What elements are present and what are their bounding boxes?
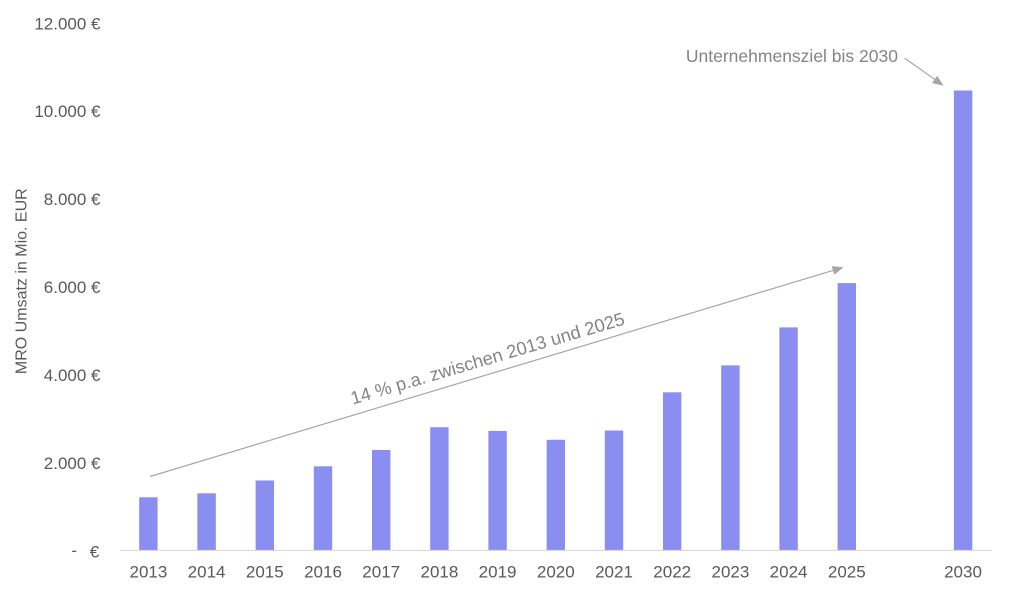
svg-text:2021: 2021 [595, 562, 633, 581]
svg-text:4.000 €: 4.000 € [44, 366, 101, 385]
svg-text:Unternehmensziel bis 2030: Unternehmensziel bis 2030 [686, 46, 898, 66]
svg-text:2018: 2018 [420, 562, 458, 581]
svg-text:10.000 €: 10.000 € [34, 102, 101, 121]
svg-text:2017: 2017 [362, 562, 400, 581]
svg-text:2024: 2024 [770, 562, 808, 581]
svg-text:2016: 2016 [304, 562, 342, 581]
svg-text:2023: 2023 [711, 562, 749, 581]
svg-text:2020: 2020 [537, 562, 575, 581]
svg-text:2022: 2022 [653, 562, 691, 581]
svg-text:MRO Umsatz in Mio. EUR: MRO Umsatz in Mio. EUR [14, 188, 31, 374]
svg-text:2.000 €: 2.000 € [44, 454, 101, 473]
svg-text:€: € [90, 542, 100, 561]
svg-text:2019: 2019 [479, 562, 517, 581]
svg-text:2015: 2015 [246, 562, 284, 581]
svg-text:12.000 €: 12.000 € [34, 14, 101, 33]
svg-text:2014: 2014 [188, 562, 226, 581]
svg-text:6.000 €: 6.000 € [44, 278, 101, 297]
svg-text:-: - [71, 541, 77, 560]
svg-text:8.000 €: 8.000 € [44, 190, 101, 209]
svg-text:2013: 2013 [129, 562, 167, 581]
svg-text:2030: 2030 [944, 562, 982, 581]
svg-text:2025: 2025 [828, 562, 866, 581]
